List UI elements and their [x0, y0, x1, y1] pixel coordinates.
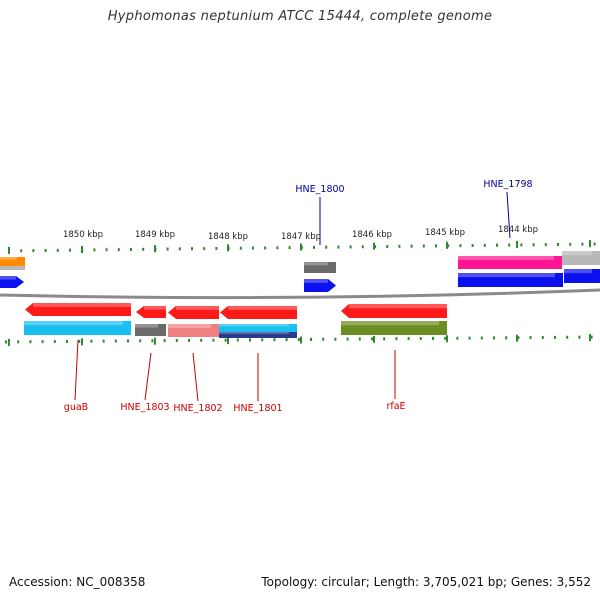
gene-blue-left-shine — [0, 276, 16, 280]
gene-hne-1801-top-shine — [219, 324, 289, 327]
gene-blue-right-1 — [458, 273, 563, 287]
tick-row-top — [8, 240, 596, 254]
scale-label: 1847 kbp — [281, 232, 321, 242]
gene-hne-1802-shine — [168, 324, 211, 328]
gene-hne-1800-shine — [304, 279, 328, 283]
callout-guaB-label: guaB — [64, 402, 88, 413]
accession-text: Accession: NC_008358 — [9, 575, 146, 589]
gene-gray-top-shine — [304, 262, 328, 266]
gene-red-guaB-shine — [33, 303, 131, 307]
gene-orange-shadow — [0, 266, 25, 270]
gene-hne-1803-shine — [135, 324, 158, 328]
gene-red-guaB — [25, 303, 131, 316]
gene-features — [0, 251, 600, 338]
genome-backbone — [0, 288, 600, 300]
gene-callouts: HNE_1800 HNE_1798 guaB HNE_1803 HNE_1802 HNE_… — [64, 179, 533, 414]
gene-red-1803-shine — [144, 306, 166, 310]
gene-orange-shine — [0, 257, 17, 260]
gene-red-1802-shine — [176, 306, 219, 310]
scale-label: 1845 kbp — [425, 228, 465, 238]
callout-hne-1801-label: HNE_1801 — [233, 403, 282, 414]
callout-hne-1803-label: HNE_1803 — [120, 402, 169, 413]
gene-rfaE — [341, 321, 447, 335]
tick-row-bottom — [5, 334, 593, 346]
gene-red-rfaE — [341, 304, 447, 318]
gene-red-1801 — [220, 306, 297, 319]
gene-orange — [0, 257, 25, 266]
gene-red-1803 — [136, 306, 166, 318]
gene-blue-right-2 — [564, 269, 600, 283]
scale-label: 1846 kbp — [352, 230, 392, 240]
gene-magenta-shine — [458, 256, 554, 260]
genome-summary-text: Topology: circular; Length: 3,705,021 bp… — [261, 575, 591, 589]
gene-guaB-shine — [24, 321, 123, 326]
gene-hne-1801-top — [219, 324, 297, 332]
gene-silver — [562, 251, 600, 265]
gene-magenta — [458, 256, 562, 269]
gene-red-1802 — [168, 306, 219, 319]
gene-hne-1801-bottom — [219, 332, 297, 338]
gene-gray-top — [304, 262, 336, 273]
gene-hne-1803 — [135, 324, 166, 336]
scale-label: 1849 kbp — [135, 230, 175, 240]
gene-blue-right-1-shine — [458, 273, 555, 278]
map-title: Hyphomonas neptunium ATCC 15444, complet… — [107, 9, 493, 24]
callout-hne-1803-line — [144, 352, 152, 401]
gene-silver-shine — [562, 251, 592, 256]
gene-hne-1800 — [304, 279, 336, 292]
callout-hne-1802-line — [192, 352, 199, 402]
gene-guaB — [24, 321, 131, 335]
callout-hne-1798-label: HNE_1798 — [483, 179, 532, 190]
scale-label: 1844 kbp — [498, 225, 538, 235]
callout-rfaE-label: rfaE — [386, 401, 405, 412]
callout-hne-1802-label: HNE_1802 — [173, 403, 222, 414]
gene-blue-right-2-shine — [564, 269, 592, 274]
callout-guaB-line — [74, 339, 79, 401]
scale-labels: 1850 kbp 1849 kbp 1848 kbp 1847 kbp 1846 kbp… — [63, 225, 538, 242]
gene-red-1801-shine — [228, 306, 297, 310]
gene-hne-1801-bottom-shine — [219, 332, 289, 334]
scale-label: 1848 kbp — [208, 232, 248, 242]
callout-hne-1798-line — [506, 191, 511, 239]
scale-label: 1850 kbp — [63, 230, 103, 240]
callout-hne-1800-label: HNE_1800 — [295, 184, 344, 195]
gene-rfaE-shine — [341, 321, 439, 326]
gene-blue-left — [0, 276, 24, 288]
gene-hne-1802 — [168, 324, 219, 337]
gene-red-rfaE-shine — [349, 304, 447, 309]
